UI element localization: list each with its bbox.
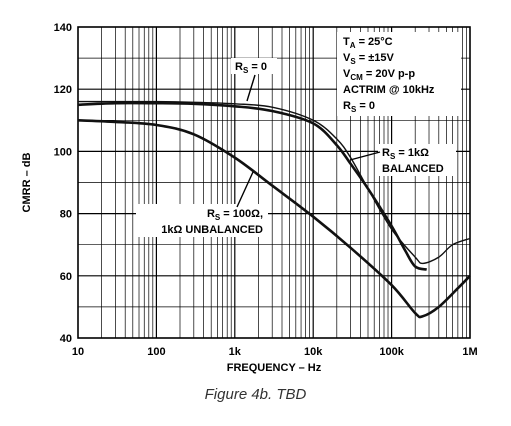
label-bg bbox=[231, 58, 277, 74]
conditions-box: TA = 25°C VS = ±15V VCM = 20V p-p ACTRIM @ … bbox=[337, 32, 461, 116]
curve-rs-100-unbalanced bbox=[77, 119, 471, 319]
x-tick-labels: 10 100 1k 10k 100k 1M bbox=[72, 346, 478, 358]
series-curves bbox=[77, 100, 471, 319]
series-labels: RS = 0 RS = 1kΩ BALANCED RS = 100Ω, 1kΩ UNBA… bbox=[136, 58, 456, 237]
y-tick-label: 140 bbox=[54, 22, 72, 34]
condition-line: TA = 25°C bbox=[343, 36, 393, 50]
y-tick-label: 80 bbox=[60, 209, 72, 221]
curve-rs-0 bbox=[78, 100, 471, 265]
y-axis-title: CMRR – dB bbox=[21, 153, 33, 213]
y-tick-label: 40 bbox=[60, 333, 72, 345]
y-tick-label: 120 bbox=[54, 84, 72, 96]
x-tick-label: 10k bbox=[304, 346, 323, 358]
label-leader bbox=[236, 171, 254, 208]
plot-frame bbox=[77, 26, 471, 339]
conditions-bg bbox=[337, 32, 461, 116]
label-leader bbox=[349, 151, 381, 161]
condition-line: RS = 0 bbox=[343, 100, 375, 114]
label-rs-0: RS = 0 bbox=[235, 61, 267, 75]
x-tick-label: 1M bbox=[462, 346, 477, 358]
label-rs-1k: RS = 1kΩ bbox=[382, 147, 429, 161]
label-bg bbox=[136, 204, 268, 237]
x-tick-label: 1k bbox=[229, 346, 242, 358]
label-unbalanced: 1kΩ UNBALANCED bbox=[161, 224, 263, 236]
x-tick-label: 100k bbox=[379, 346, 404, 358]
label-rs-100: RS = 100Ω, bbox=[207, 208, 263, 222]
label-balanced: BALANCED bbox=[382, 163, 444, 175]
condition-line: VCM = 20V p-p bbox=[343, 68, 415, 82]
figure-caption: Figure 4b. TBD bbox=[204, 386, 307, 403]
x-axis-title: FREQUENCY – Hz bbox=[227, 362, 322, 374]
condition-line: ACTRIM @ 10kHz bbox=[343, 84, 435, 96]
y-tick-label: 100 bbox=[54, 146, 72, 158]
condition-line: VS = ±15V bbox=[343, 52, 394, 66]
x-tick-label: 10 bbox=[72, 346, 84, 358]
curve-rs-1k-balanced bbox=[77, 101, 428, 271]
y-tick-labels: 40 60 80 100 120 140 bbox=[54, 22, 72, 345]
label-leader bbox=[246, 74, 256, 102]
label-bg bbox=[378, 144, 456, 176]
x-tick-label: 100 bbox=[147, 346, 165, 358]
y-tick-label: 60 bbox=[60, 271, 72, 283]
